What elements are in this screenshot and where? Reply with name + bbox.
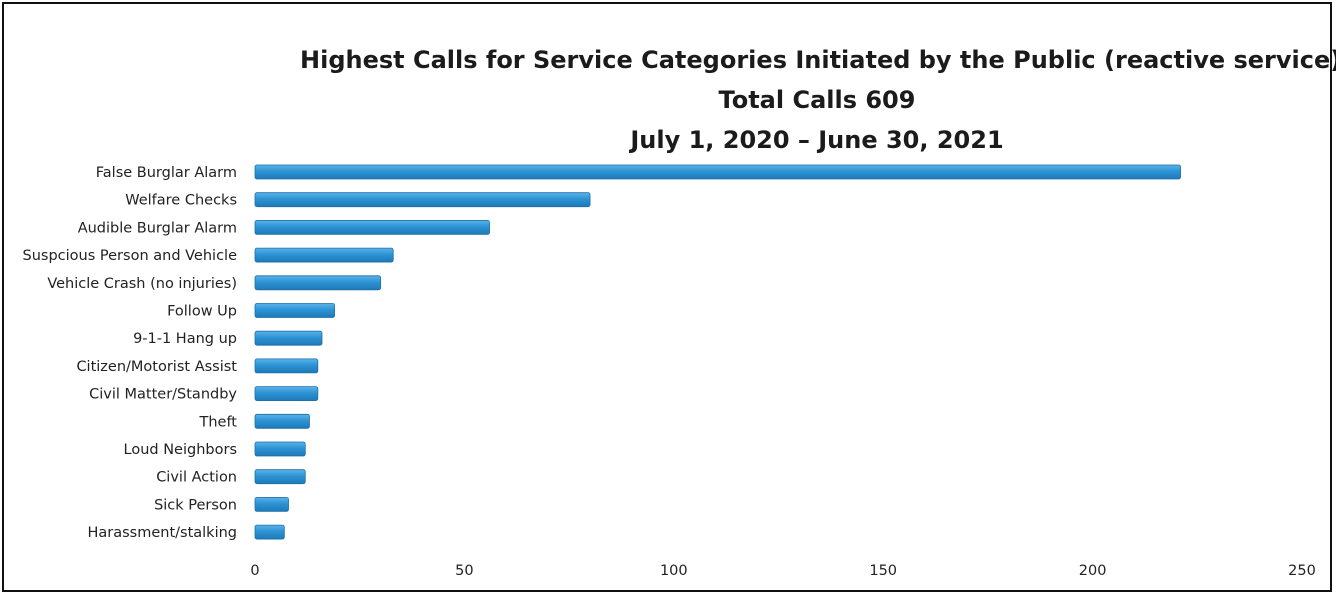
- x-tick-label: 150: [869, 563, 897, 579]
- category-label: Civil Action: [156, 470, 237, 486]
- category-label: Theft: [198, 414, 237, 430]
- bar-civil-action: [254, 469, 306, 485]
- bar-harassment-stalking: [254, 524, 285, 540]
- category-label: Vehicle Crash (no injuries): [47, 276, 237, 292]
- x-tick-label: 50: [455, 563, 473, 579]
- category-label: Follow Up: [167, 304, 237, 320]
- category-label: Loud Neighbors: [124, 442, 237, 458]
- category-label: False Burglar Alarm: [96, 165, 237, 181]
- chart-title-line-1: Highest Calls for Service Categories Ini…: [300, 46, 1336, 74]
- category-label: Suspcious Person and Vehicle: [23, 248, 238, 264]
- bar-loud-neighbors: [254, 441, 306, 457]
- category-label: Sick Person: [154, 497, 237, 513]
- bar-welfare-checks: [254, 192, 591, 208]
- x-tick-label: 200: [1079, 563, 1107, 579]
- category-label: Citizen/Motorist Assist: [76, 359, 237, 375]
- bar-audible-burglar-alarm: [254, 219, 490, 235]
- x-tick-label: 250: [1288, 563, 1316, 579]
- bar-citizen-motorist-assist: [254, 358, 319, 374]
- x-tick-label: 100: [660, 563, 688, 579]
- x-tick-label: 0: [250, 563, 259, 579]
- bar-vehicle-crash-no-injuries: [254, 275, 382, 291]
- bar-false-burglar-alarm: [254, 164, 1181, 180]
- category-label: Harassment/stalking: [87, 525, 237, 541]
- category-label: Audible Burglar Alarm: [78, 220, 237, 236]
- bar-theft: [254, 413, 310, 429]
- bar-suspcious-person-and-vehicle: [254, 247, 394, 263]
- chart-title-line-3: July 1, 2020 – June 30, 2021: [630, 126, 1004, 154]
- category-label: Welfare Checks: [125, 193, 237, 209]
- bar-9-1-1-hang-up: [254, 330, 323, 346]
- category-label: Civil Matter/Standby: [89, 387, 237, 403]
- bar-follow-up: [254, 303, 335, 318]
- bar-civil-matter-standby: [254, 386, 319, 402]
- bar-sick-person: [254, 496, 289, 512]
- category-label: 9-1-1 Hang up: [133, 331, 237, 347]
- chart-title-line-2: Total Calls 609: [718, 86, 916, 114]
